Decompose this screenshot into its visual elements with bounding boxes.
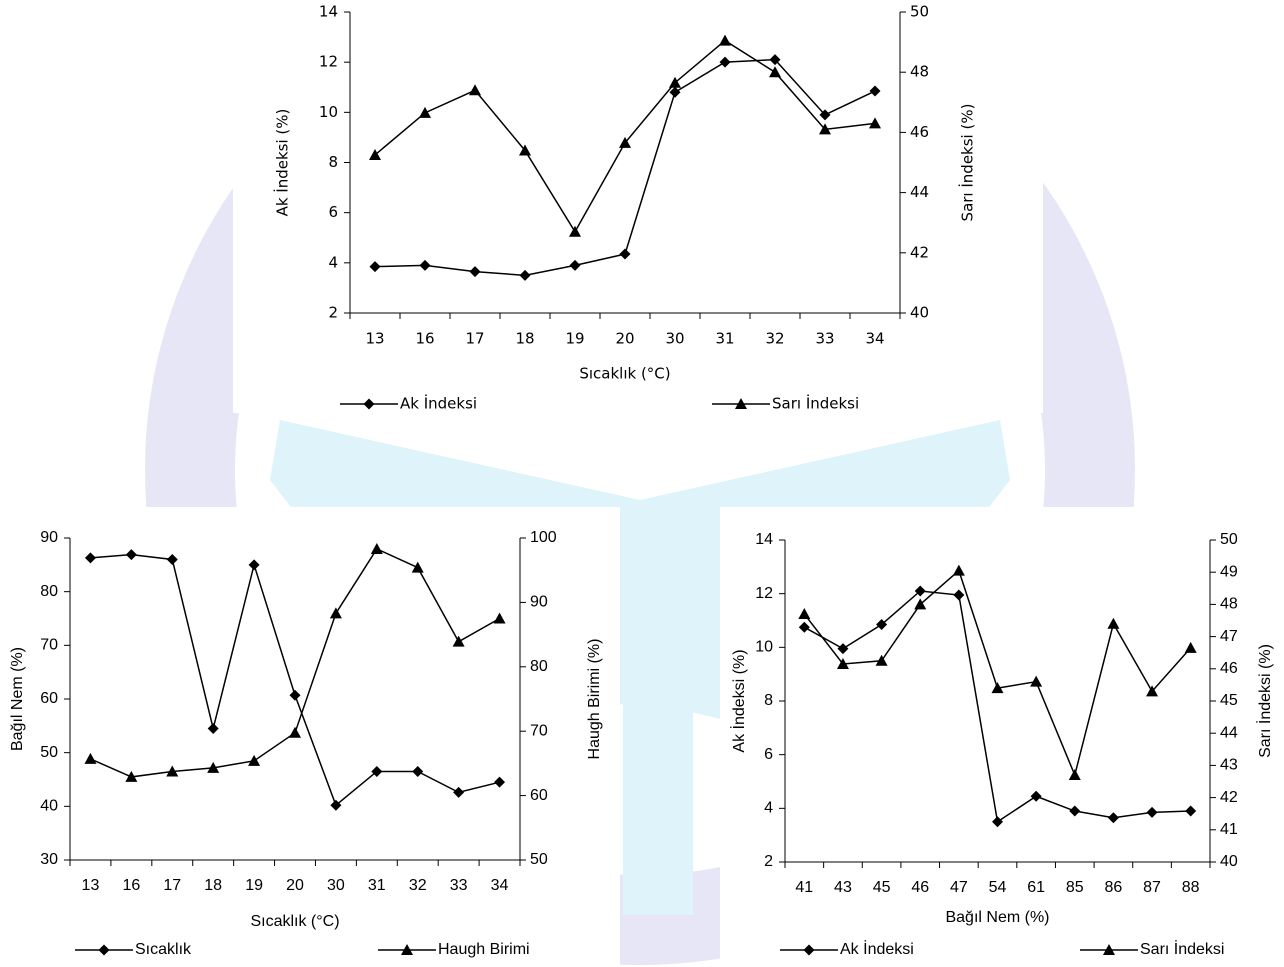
- y2-tick-label: 60: [530, 787, 548, 804]
- y2-tick-label: 48: [1220, 596, 1238, 613]
- y2-tick-label: 48: [910, 63, 929, 81]
- y-tick-label: 8: [764, 692, 773, 709]
- legend-label: Sarı İndeksi: [1140, 939, 1224, 958]
- x-tick-label: 18: [204, 877, 222, 894]
- y2-tick-label: 43: [1220, 757, 1238, 774]
- x-tick-label: 19: [565, 330, 584, 348]
- y-tick-label: 90: [40, 529, 58, 546]
- y2-tick-label: 42: [1220, 789, 1238, 806]
- x-tick-label: 87: [1143, 879, 1161, 896]
- x-tick-label: 61: [1027, 879, 1045, 896]
- x-tick-label: 16: [122, 877, 140, 894]
- y2-tick-label: 80: [530, 658, 548, 675]
- x-tick-label: 34: [865, 330, 884, 348]
- y2-axis-title: Sarı İndeksi (%): [1255, 644, 1274, 758]
- x-tick-label: 43: [834, 879, 852, 896]
- y-tick-label: 12: [319, 53, 338, 71]
- y-tick-label: 50: [40, 744, 58, 761]
- y2-tick-label: 40: [1220, 853, 1238, 870]
- page: {"chart_data": [ {"type": "line", "xlabe…: [0, 0, 1284, 967]
- y2-axis-title: Haugh Birimi (%): [586, 639, 603, 760]
- x-tick-label: 45: [873, 879, 891, 896]
- y2-tick-label: 40: [910, 304, 929, 322]
- y2-tick-label: 41: [1220, 821, 1238, 838]
- y-tick-label: 60: [40, 690, 58, 707]
- y-tick-label: 30: [40, 851, 58, 868]
- watermark-stem: [623, 500, 693, 915]
- x-tick-label: 13: [365, 330, 384, 348]
- y2-tick-label: 100: [530, 529, 557, 546]
- x-tick-label: 30: [327, 877, 345, 894]
- x-tick-label: 54: [989, 879, 1007, 896]
- x-tick-label: 17: [465, 330, 484, 348]
- x-tick-label: 19: [245, 877, 263, 894]
- y-tick-label: 4: [764, 800, 773, 817]
- x-tick-label: 32: [765, 330, 784, 348]
- y2-tick-label: 50: [910, 3, 929, 21]
- y2-tick-label: 50: [530, 851, 548, 868]
- y2-tick-label: 47: [1220, 628, 1238, 645]
- y-tick-label: 4: [328, 253, 338, 271]
- y2-tick-label: 44: [910, 183, 929, 201]
- y2-tick-label: 44: [1220, 724, 1238, 741]
- legend-label: Sıcaklık: [135, 941, 192, 958]
- y-tick-label: 10: [319, 103, 338, 121]
- y-axis-title: Ak İndeksi (%): [729, 649, 748, 752]
- x-tick-label: 32: [409, 877, 427, 894]
- x-axis-title: Sıcaklık (°C): [579, 365, 670, 383]
- x-tick-label: 20: [286, 877, 304, 894]
- y-tick-label: 12: [755, 585, 773, 602]
- y2-axis-title: Sarı İndeksi (%): [958, 104, 977, 222]
- x-tick-label: 30: [665, 330, 684, 348]
- y-tick-label: 70: [40, 637, 58, 654]
- y-tick-label: 14: [319, 3, 338, 21]
- x-tick-label: 88: [1182, 879, 1200, 896]
- x-tick-label: 16: [415, 330, 434, 348]
- y-tick-label: 80: [40, 583, 58, 600]
- legend-label: Ak İndeksi: [840, 939, 914, 958]
- figure: 2468101214404244464850131617181920303132…: [0, 0, 1284, 967]
- chart-panel: [720, 507, 1284, 967]
- y2-tick-label: 46: [910, 123, 929, 141]
- y2-tick-label: 42: [910, 243, 929, 261]
- x-tick-label: 86: [1105, 879, 1123, 896]
- y-tick-label: 2: [764, 853, 773, 870]
- y2-tick-label: 50: [1220, 531, 1238, 548]
- x-tick-label: 85: [1066, 879, 1084, 896]
- x-tick-label: 33: [450, 877, 468, 894]
- y-tick-label: 40: [40, 798, 58, 815]
- legend-label: Sarı İndeksi: [772, 394, 859, 413]
- y-axis-title: Bağıl Nem (%): [9, 647, 26, 751]
- x-tick-label: 13: [82, 877, 100, 894]
- x-axis-title: Sıcaklık (°C): [250, 913, 339, 930]
- x-tick-label: 47: [950, 879, 968, 896]
- x-axis-title: Bağıl Nem (%): [945, 909, 1049, 926]
- x-tick-label: 31: [715, 330, 734, 348]
- y2-tick-label: 90: [530, 594, 548, 611]
- y2-tick-label: 46: [1220, 660, 1238, 677]
- y-tick-label: 2: [328, 304, 338, 322]
- legend-label: Haugh Birimi: [438, 941, 530, 958]
- y-axis-title: Ak İndeksi (%): [273, 109, 292, 217]
- x-tick-label: 34: [491, 877, 509, 894]
- y-tick-label: 14: [755, 531, 773, 548]
- x-tick-label: 41: [795, 879, 813, 896]
- y-tick-label: 8: [328, 153, 338, 171]
- y-tick-label: 6: [764, 746, 773, 763]
- x-tick-label: 18: [515, 330, 534, 348]
- y2-tick-label: 45: [1220, 692, 1238, 709]
- x-tick-label: 33: [815, 330, 834, 348]
- y2-tick-label: 70: [530, 722, 548, 739]
- y2-tick-label: 49: [1220, 563, 1238, 580]
- y-tick-label: 10: [755, 639, 773, 656]
- x-tick-label: 17: [163, 877, 181, 894]
- x-tick-label: 20: [615, 330, 634, 348]
- x-tick-label: 31: [368, 877, 386, 894]
- y-tick-label: 6: [328, 203, 338, 221]
- x-tick-label: 46: [911, 879, 929, 896]
- legend-label: Ak İndeksi: [400, 394, 477, 413]
